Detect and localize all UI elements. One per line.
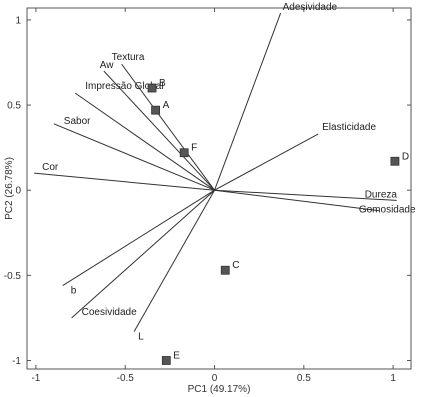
sample-label: F [191,143,197,154]
y-tick-label: 0.5 [7,101,21,112]
loading-vector [214,12,282,191]
loading-label: Impressão Global [85,81,163,92]
loading-vector [62,189,215,286]
sample-label: A [163,100,170,111]
sample-label: B [159,78,166,89]
loading-label: L [138,332,144,343]
loading-label: Gomosidade [359,205,416,216]
x-tick-label: -0.5 [117,373,135,384]
loading-label: Sabor [64,116,91,127]
plot-frame [26,7,412,370]
loading-vector [133,189,215,332]
x-tick-label: -1 [31,373,40,384]
loading-vector [103,70,215,191]
y-tick-label: 1 [15,15,21,26]
loading-label: Adesividade [283,2,338,13]
loading-vector [214,133,319,191]
sample-point [390,156,400,166]
loading-label: Cor [42,162,59,173]
loading-vector [214,189,397,201]
loading-vector [74,92,215,191]
loading-vector [53,123,215,191]
loading-vector [121,63,215,191]
loading-label: Coesividade [82,307,137,318]
loading-label: Textura [112,52,145,63]
sample-label: C [232,260,239,271]
loading-vector [214,189,379,212]
loading-label: Aw [100,60,114,71]
loading-label: Dureza [365,189,398,200]
y-tick-label: -0.5 [4,271,22,282]
loading-vector [71,189,215,319]
sample-point [147,83,157,93]
sample-point [151,105,160,115]
sample-point [220,265,230,275]
x-tick-label: 0.5 [297,373,311,384]
sample-point [179,148,189,158]
x-tick-label: 0 [212,373,218,384]
loading-label: b [71,286,77,297]
sample-point [161,356,171,365]
sample-label: D [402,151,409,162]
loading-label: Elasticidade [322,122,376,133]
y-axis-title: PC2 (26.78%) [4,157,15,220]
y-tick-label: 0 [15,186,21,197]
loading-vector [34,172,215,191]
x-tick-label: 1 [390,373,396,384]
x-axis-title: PC1 (49.17%) [188,384,251,395]
sample-label: E [173,350,180,361]
y-tick-label: -1 [12,356,21,367]
